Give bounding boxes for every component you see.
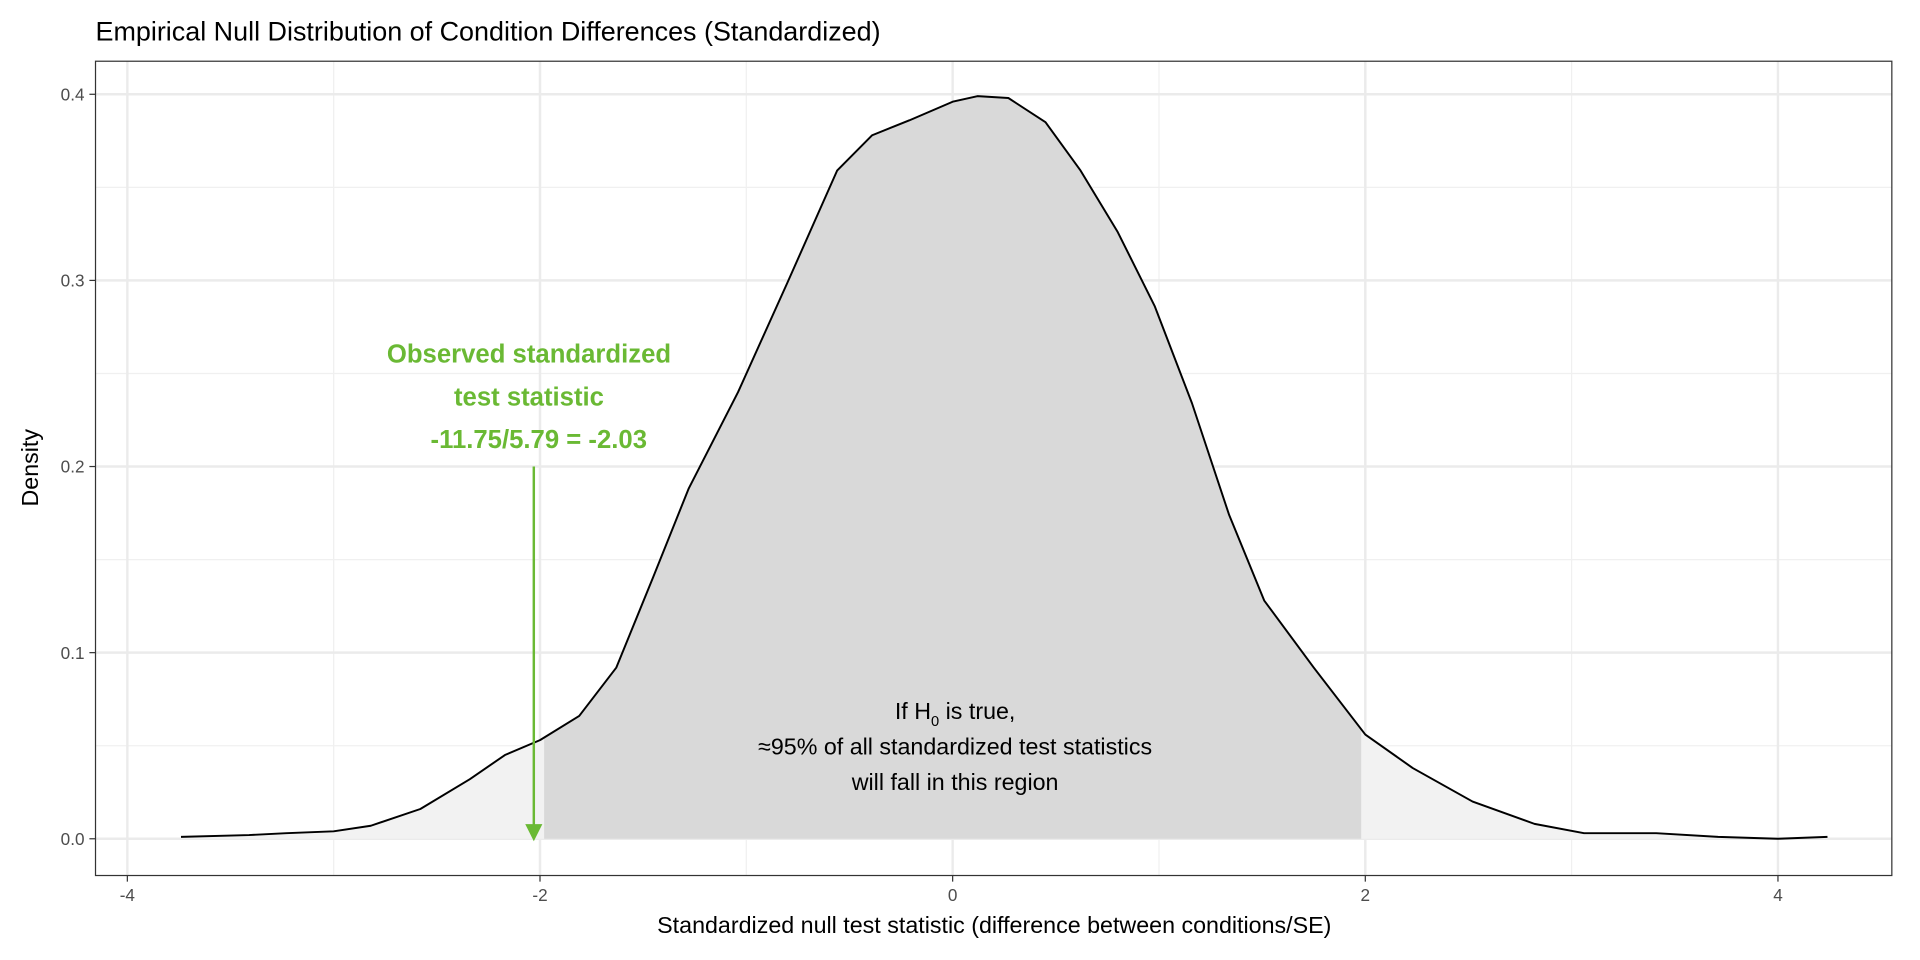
observed-arrow-head [525,824,543,842]
observed-label-line3: -11.75/5.79 = -2.03 [431,426,648,454]
y-tick-label: 0.2 [61,457,85,477]
y-tick-label: 0.3 [61,271,85,291]
observed-label-line2: test statistic [454,383,604,411]
x-tick-label: -2 [532,885,547,905]
x-tick-label: 4 [1773,885,1783,905]
region-annotation-line1: If H0 is true, [895,698,1016,730]
observed-label-line1: Observed standardized [387,340,671,368]
y-tick-label: 0.1 [61,643,85,663]
central-95-area [544,96,1362,839]
axis-ticks: -4 -2 0 2 4 0.0 0.1 0.2 0.3 0.4 [61,84,1784,905]
y-tick-label: 0.4 [61,84,85,104]
x-tick-label: -4 [120,885,136,905]
plot-panel-border [94,60,1893,877]
observed-annotation: Observed standardized test statistic -11… [387,340,671,842]
density-curve [180,95,1828,840]
x-tick-label: 0 [948,885,958,905]
region-annotation-line2: ≈95% of all standardized test statistics [758,733,1152,759]
y-tick-label: 0.0 [61,829,85,849]
region-annotation: If H0 is true, ≈95% of all standardized … [758,698,1152,795]
chart-title: Empirical Null Distribution of Condition… [96,16,881,46]
x-axis-label: Standardized null test statistic (differ… [657,912,1331,938]
density-areas [180,95,1828,840]
x-tick-label: 2 [1361,885,1371,905]
y-axis-label: Density [17,429,43,507]
region-annotation-line3: will fall in this region [851,769,1059,795]
